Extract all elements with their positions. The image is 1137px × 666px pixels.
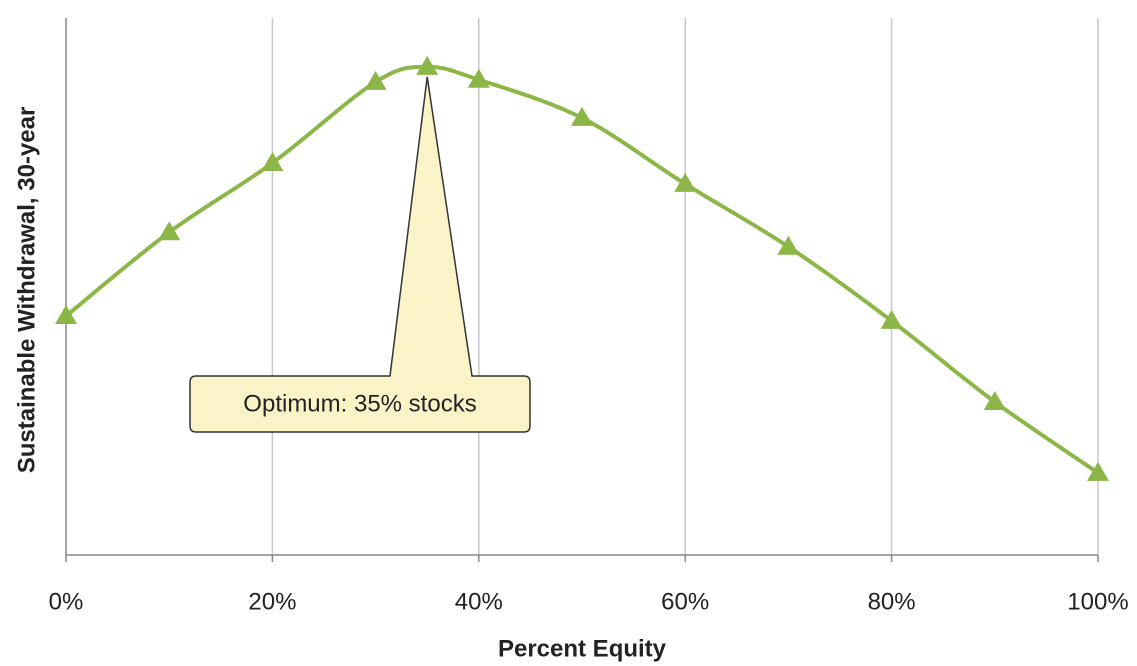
marker bbox=[467, 68, 490, 88]
marker bbox=[571, 106, 593, 126]
marker bbox=[674, 172, 697, 192]
marker bbox=[55, 305, 77, 325]
marker bbox=[261, 151, 284, 171]
marker bbox=[983, 390, 1006, 410]
x-tick-label: 40% bbox=[455, 588, 503, 615]
x-tick-label: 20% bbox=[248, 588, 296, 615]
callout bbox=[189, 76, 531, 433]
marker bbox=[364, 70, 387, 90]
x-axis-label: Percent Equity bbox=[498, 635, 667, 662]
x-tick-label: 0% bbox=[49, 588, 84, 615]
x-tick-label: 80% bbox=[868, 588, 916, 615]
x-tick-label: 60% bbox=[661, 588, 709, 615]
marker bbox=[416, 55, 439, 75]
series-line bbox=[64, 64, 1100, 475]
x-tick-label: 100% bbox=[1067, 588, 1128, 615]
marker bbox=[158, 221, 181, 241]
annotation: Optimum: 35% stocks bbox=[243, 390, 476, 417]
marker bbox=[777, 235, 800, 255]
marker bbox=[880, 309, 903, 329]
marker bbox=[1087, 461, 1109, 481]
y-axis-label: Sustainable Withdrawal, 30-year bbox=[13, 107, 40, 474]
